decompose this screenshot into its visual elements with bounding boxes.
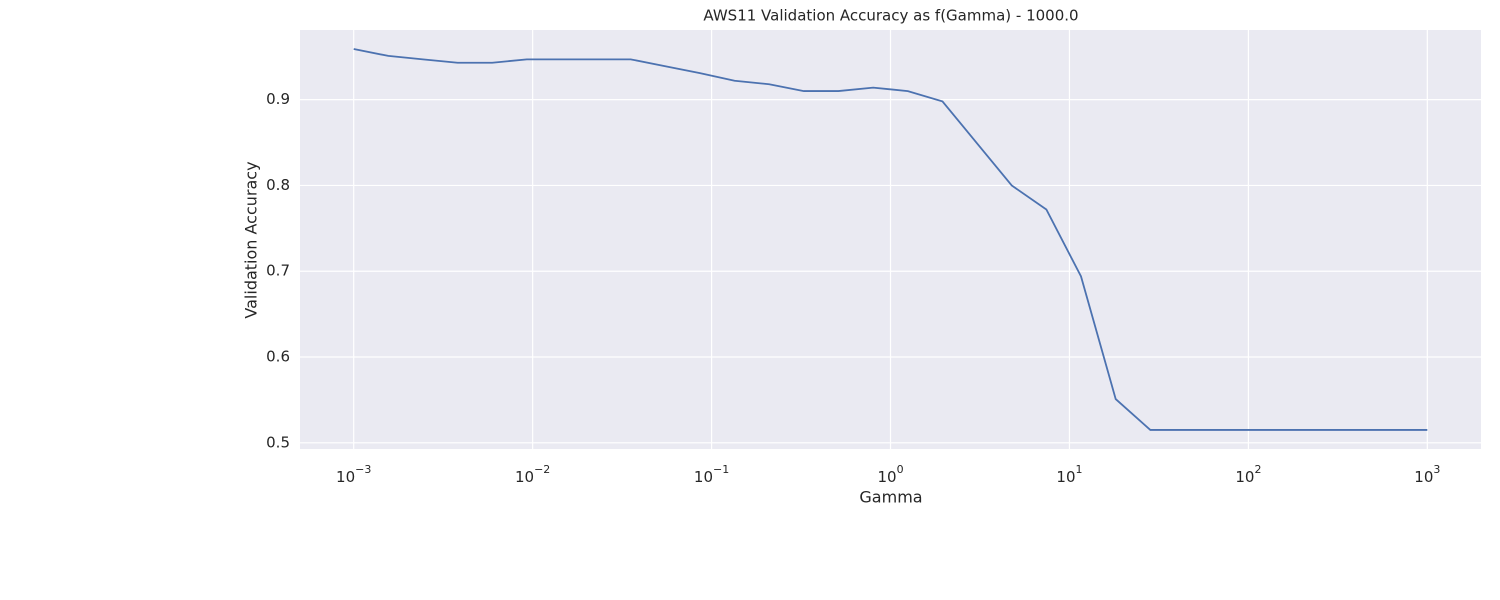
y-axis-label: Validation Accuracy — [242, 161, 261, 318]
x-tick-label: 10−3 — [336, 463, 371, 486]
x-tick-label: 10−2 — [515, 463, 550, 486]
y-tick-label: 0.7 — [266, 262, 290, 280]
x-tick-label: 101 — [1056, 463, 1082, 486]
x-tick-label: 103 — [1414, 463, 1440, 486]
y-tick-label: 0.5 — [266, 433, 290, 451]
chart-title: AWS11 Validation Accuracy as f(Gamma) - … — [703, 7, 1078, 25]
y-tick-label: 0.9 — [266, 90, 290, 108]
x-tick-label: 100 — [877, 463, 903, 486]
data-line — [353, 48, 1428, 431]
x-axis-label: Gamma — [859, 488, 922, 507]
x-tick-label: 102 — [1235, 463, 1261, 486]
x-tick-label: 10−1 — [694, 463, 729, 486]
y-tick-label: 0.6 — [266, 348, 290, 366]
y-tick-label: 0.8 — [266, 176, 290, 194]
